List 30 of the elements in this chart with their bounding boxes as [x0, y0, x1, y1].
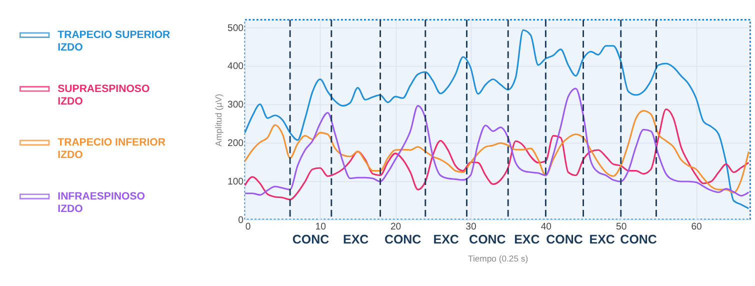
line-series	[244, 88, 750, 196]
legend-label: INFRAESPINOSO IZDO	[58, 190, 145, 215]
y-tick-label: 400	[227, 61, 244, 72]
x-tick-label: 0	[245, 222, 251, 233]
text: CONC	[384, 232, 422, 247]
text: EXC	[514, 232, 540, 247]
legend-label: SUPRAESPINOSO IZDO	[58, 82, 150, 108]
text: CONC	[292, 232, 330, 247]
text: CONC	[469, 232, 506, 247]
legend-label: TRAPECIO SUPERIOR IZDO	[58, 28, 171, 54]
line-series	[244, 29, 750, 210]
y-tick-label: 100	[227, 176, 244, 188]
x-axis-title: Tiempo (0.25 s)	[468, 253, 528, 264]
x-tick-label: 20	[390, 222, 402, 233]
legend-label: TRAPECIO INFERIOR IZDO	[58, 136, 166, 162]
x-tick-label: 50	[616, 222, 627, 233]
y-tick-label: 0	[238, 214, 244, 226]
y-axis-title: Amplitud (µV)	[214, 94, 224, 146]
y-tick-label: 500	[227, 22, 244, 34]
x-tick-label: 60	[691, 222, 702, 233]
x-tick-label: 30	[466, 222, 476, 233]
text: EXC	[589, 232, 615, 247]
x-tick-label: 40	[540, 222, 552, 233]
text: EXC	[433, 232, 459, 247]
text: CONC	[546, 232, 583, 247]
text: CONC	[620, 232, 657, 247]
x-tick-label: 10	[315, 222, 326, 233]
y-tick-label: 300	[227, 100, 244, 111]
y-tick-label: 200	[227, 138, 244, 150]
text: EXC	[343, 232, 369, 247]
